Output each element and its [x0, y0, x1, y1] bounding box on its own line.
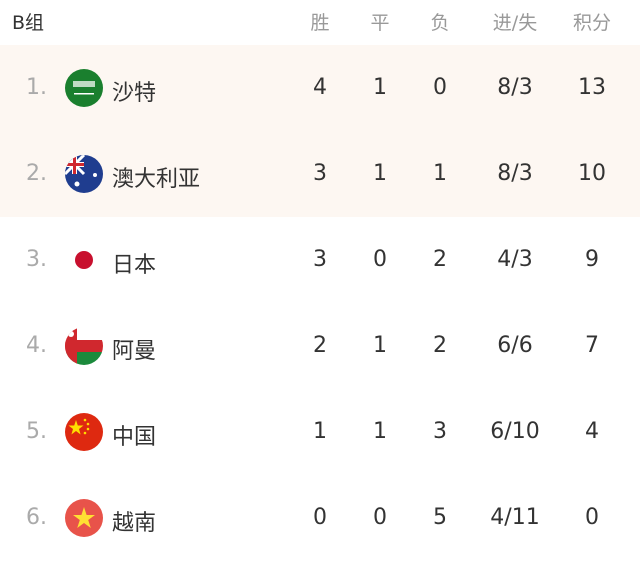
saudi-arabia-flag-icon — [65, 69, 103, 107]
oman-flag-icon — [65, 327, 103, 365]
losses: 3 — [433, 419, 447, 444]
col-points: 积分 — [572, 12, 612, 34]
draws: 1 — [373, 75, 387, 100]
rank: 5. — [26, 419, 47, 444]
team-name: 阿曼 — [112, 339, 157, 364]
goals: 4/11 — [490, 505, 540, 530]
wins: 1 — [313, 419, 327, 444]
losses: 2 — [433, 247, 447, 272]
points: 0 — [585, 505, 599, 530]
losses: 1 — [433, 161, 447, 186]
team-name: 中国 — [112, 425, 157, 450]
goals: 6/10 — [490, 419, 540, 444]
col-draws: 平 — [370, 12, 390, 34]
table-header: B组 胜 平 负 进/失 积分 — [0, 0, 640, 45]
team-name: 沙特 — [112, 81, 157, 106]
goals: 8/3 — [497, 75, 533, 100]
losses: 0 — [433, 75, 447, 100]
draws: 1 — [373, 419, 387, 444]
wins: 3 — [313, 161, 327, 186]
goals: 6/6 — [497, 333, 533, 358]
points: 10 — [578, 161, 606, 186]
losses: 2 — [433, 333, 447, 358]
wins: 0 — [313, 505, 327, 530]
rank: 6. — [26, 505, 47, 530]
col-wins: 胜 — [310, 12, 330, 34]
points: 4 — [585, 419, 599, 444]
rank: 3. — [26, 247, 47, 272]
team-name: 越南 — [112, 511, 157, 536]
rank: 4. — [26, 333, 47, 358]
wins: 2 — [313, 333, 327, 358]
rank: 2. — [26, 161, 47, 186]
table-row[interactable]: 1. 沙特 4 1 0 8/3 13 — [0, 45, 640, 131]
goals: 4/3 — [497, 247, 533, 272]
losses: 5 — [433, 505, 447, 530]
points: 13 — [578, 75, 606, 100]
team-name: 日本 — [112, 253, 157, 278]
col-goals: 进/失 — [492, 12, 538, 34]
china-flag-icon — [65, 413, 103, 451]
table-row[interactable]: 2. 澳大利亚 3 1 1 8/3 10 — [0, 131, 640, 217]
draws: 1 — [373, 161, 387, 186]
group-title: B组 — [12, 12, 45, 34]
points: 9 — [585, 247, 599, 272]
japan-flag-icon — [65, 241, 103, 279]
wins: 3 — [313, 247, 327, 272]
points: 7 — [585, 333, 599, 358]
draws: 1 — [373, 333, 387, 358]
table-row[interactable]: 4. 阿曼 2 1 2 6/6 7 — [0, 303, 640, 389]
rank: 1. — [26, 75, 47, 100]
australia-flag-icon — [65, 155, 103, 193]
team-name: 澳大利亚 — [112, 167, 201, 192]
draws: 0 — [373, 505, 387, 530]
wins: 4 — [313, 75, 327, 100]
table-row[interactable]: 5. 中国 1 1 3 6/10 4 — [0, 389, 640, 475]
col-losses: 负 — [430, 12, 450, 34]
vietnam-flag-icon — [65, 499, 103, 537]
goals: 8/3 — [497, 161, 533, 186]
table-row[interactable]: 3. 日本 3 0 2 4/3 9 — [0, 217, 640, 303]
draws: 0 — [373, 247, 387, 272]
table-row[interactable]: 6. 越南 0 0 5 4/11 0 — [0, 475, 640, 561]
